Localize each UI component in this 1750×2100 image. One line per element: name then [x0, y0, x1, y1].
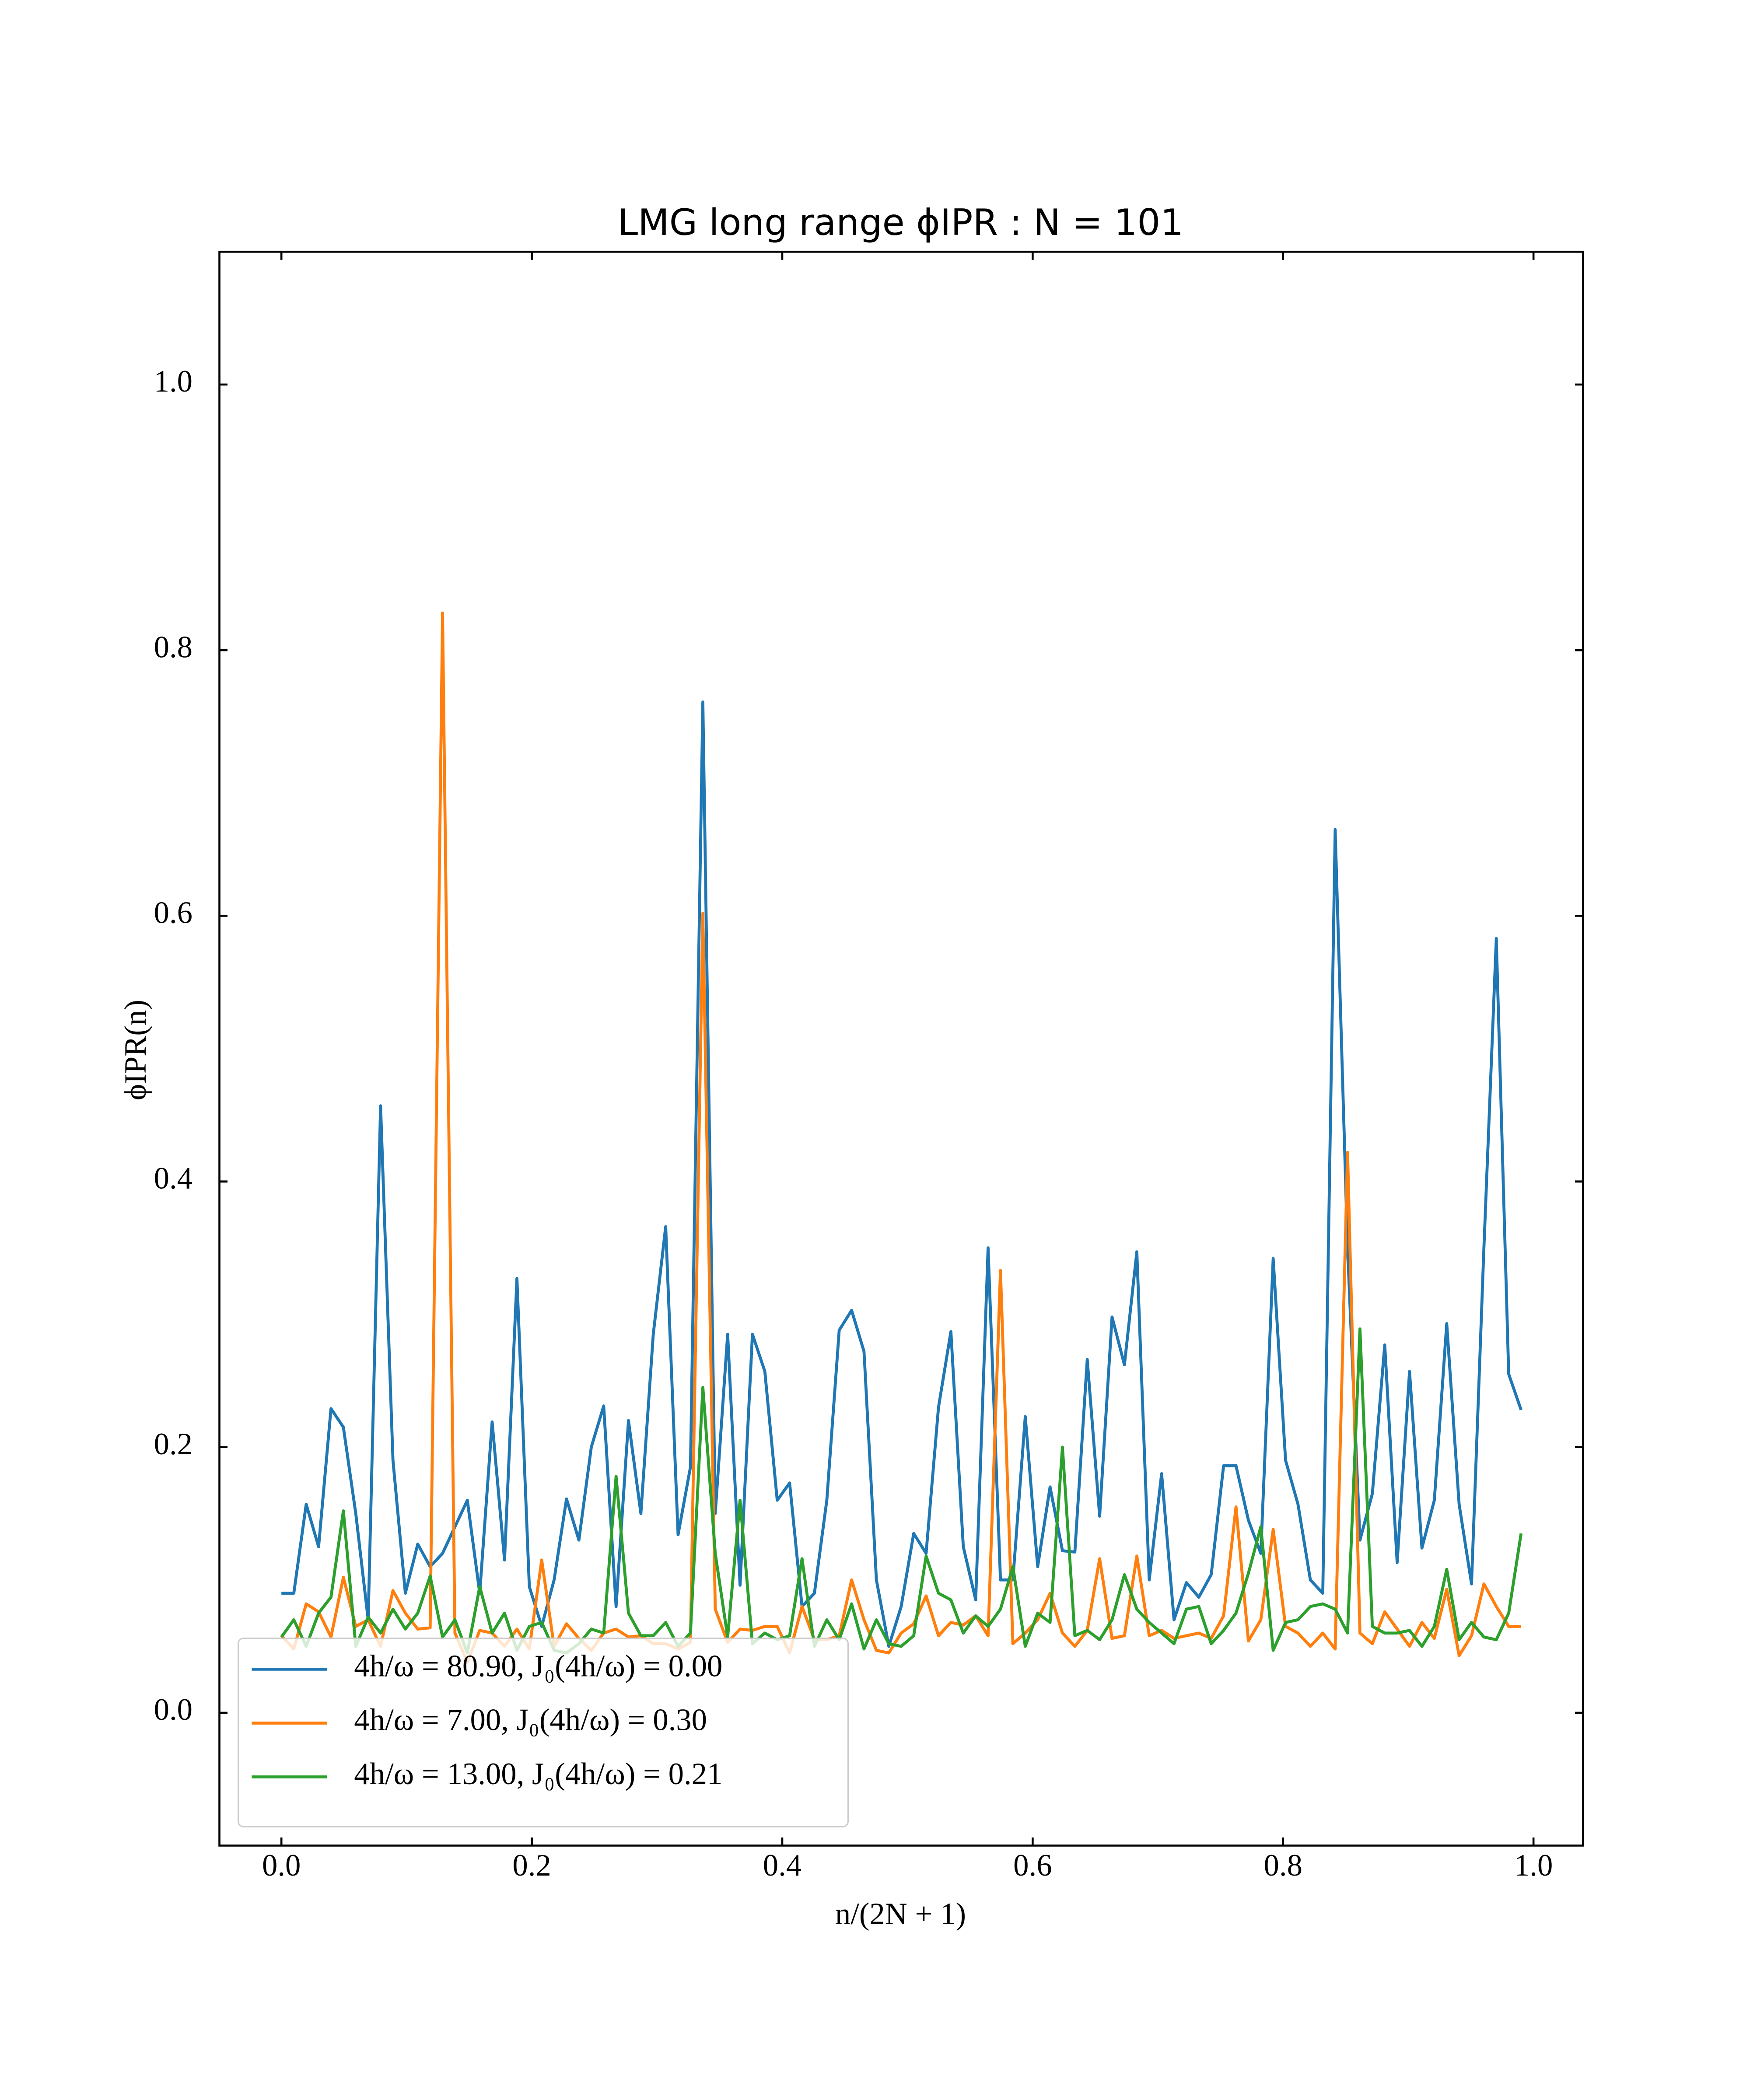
series-line [280, 1327, 1523, 1655]
axes-frame [218, 251, 1584, 1847]
legend-label: 4h/ω = 13.00, J₀(4h/ω) = 0.21 [354, 1757, 722, 1791]
y-tick-label: 0.0 [154, 1693, 192, 1727]
x-tick-label: 0.2 [512, 1848, 551, 1883]
y-tick-label: 1.0 [154, 364, 192, 399]
series-line [280, 611, 1521, 1664]
x-tick-label: 0.0 [262, 1848, 301, 1883]
x-tick-label: 0.8 [1264, 1848, 1302, 1883]
legend-label: 4h/ω = 7.00, J₀(4h/ω) = 0.30 [354, 1703, 707, 1737]
legend-box [238, 1638, 849, 1827]
series-line [281, 700, 1522, 1648]
x-tick-label: 1.0 [1514, 1848, 1553, 1883]
x-tick-label: 0.4 [763, 1848, 802, 1883]
legend: 4h/ω = 80.90, J₀(4h/ω) = 0.00 4h/ω = 7.00… [238, 1638, 849, 1827]
y-tick-label: 0.6 [154, 896, 192, 930]
legend-label: 4h/ω = 80.90, J₀(4h/ω) = 0.00 [354, 1649, 722, 1684]
chart-title: LMG long range ϕIPR : N = 101 [618, 201, 1183, 244]
y-tick-label: 0.4 [154, 1162, 192, 1196]
x-tick-label: 0.6 [1013, 1848, 1052, 1883]
y-tick-label: 0.2 [154, 1427, 192, 1461]
y-axis-label: ϕIPR(n) [119, 1000, 153, 1100]
y-tick-label: 0.8 [154, 630, 192, 664]
x-axis-label: n/(2N + 1) [835, 1897, 966, 1931]
plot-area [280, 611, 1523, 1664]
